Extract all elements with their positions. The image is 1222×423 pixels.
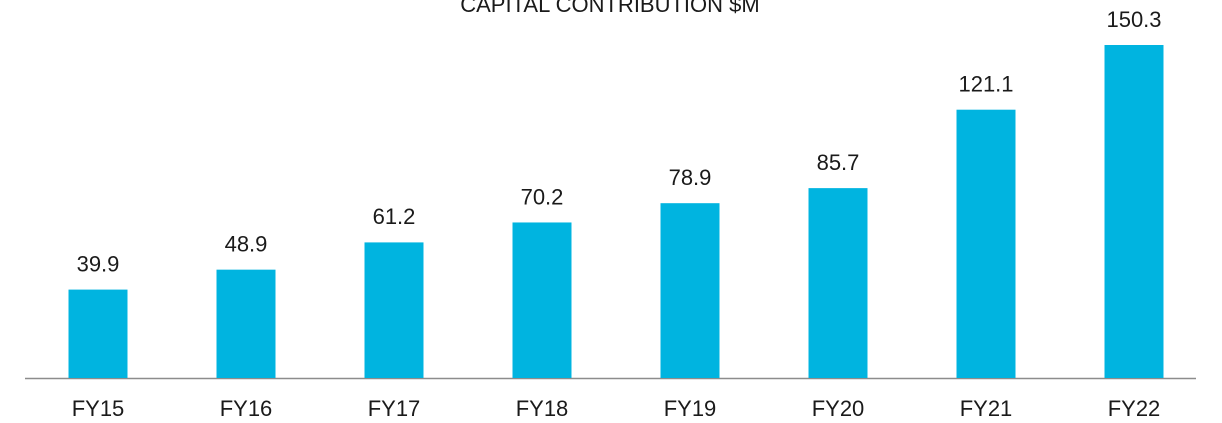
bar bbox=[364, 242, 424, 378]
bar bbox=[68, 289, 128, 378]
value-label: 85.7 bbox=[817, 150, 860, 175]
x-tick-label: FY21 bbox=[960, 396, 1013, 421]
bar bbox=[512, 222, 572, 378]
bar bbox=[660, 203, 720, 378]
value-label: 39.9 bbox=[77, 251, 120, 276]
bar bbox=[956, 109, 1016, 378]
x-tick-label: FY20 bbox=[812, 396, 865, 421]
chart-title: CAPITAL CONTRIBUTION $M bbox=[460, 0, 759, 17]
x-tick-label: FY17 bbox=[368, 396, 421, 421]
x-tick-label: FY22 bbox=[1108, 396, 1161, 421]
value-label: 61.2 bbox=[373, 204, 416, 229]
x-tick-label: FY16 bbox=[220, 396, 273, 421]
bar bbox=[808, 188, 868, 378]
x-tick-label: FY15 bbox=[72, 396, 125, 421]
value-label: 78.9 bbox=[669, 165, 712, 190]
value-label: 48.9 bbox=[225, 231, 268, 256]
value-label: 121.1 bbox=[958, 72, 1013, 97]
value-label: 70.2 bbox=[521, 184, 564, 209]
bar bbox=[216, 269, 276, 378]
value-label: 150.3 bbox=[1106, 7, 1161, 32]
bar bbox=[1104, 45, 1164, 378]
x-tick-label: FY18 bbox=[516, 396, 569, 421]
x-tick-label: FY19 bbox=[664, 396, 717, 421]
